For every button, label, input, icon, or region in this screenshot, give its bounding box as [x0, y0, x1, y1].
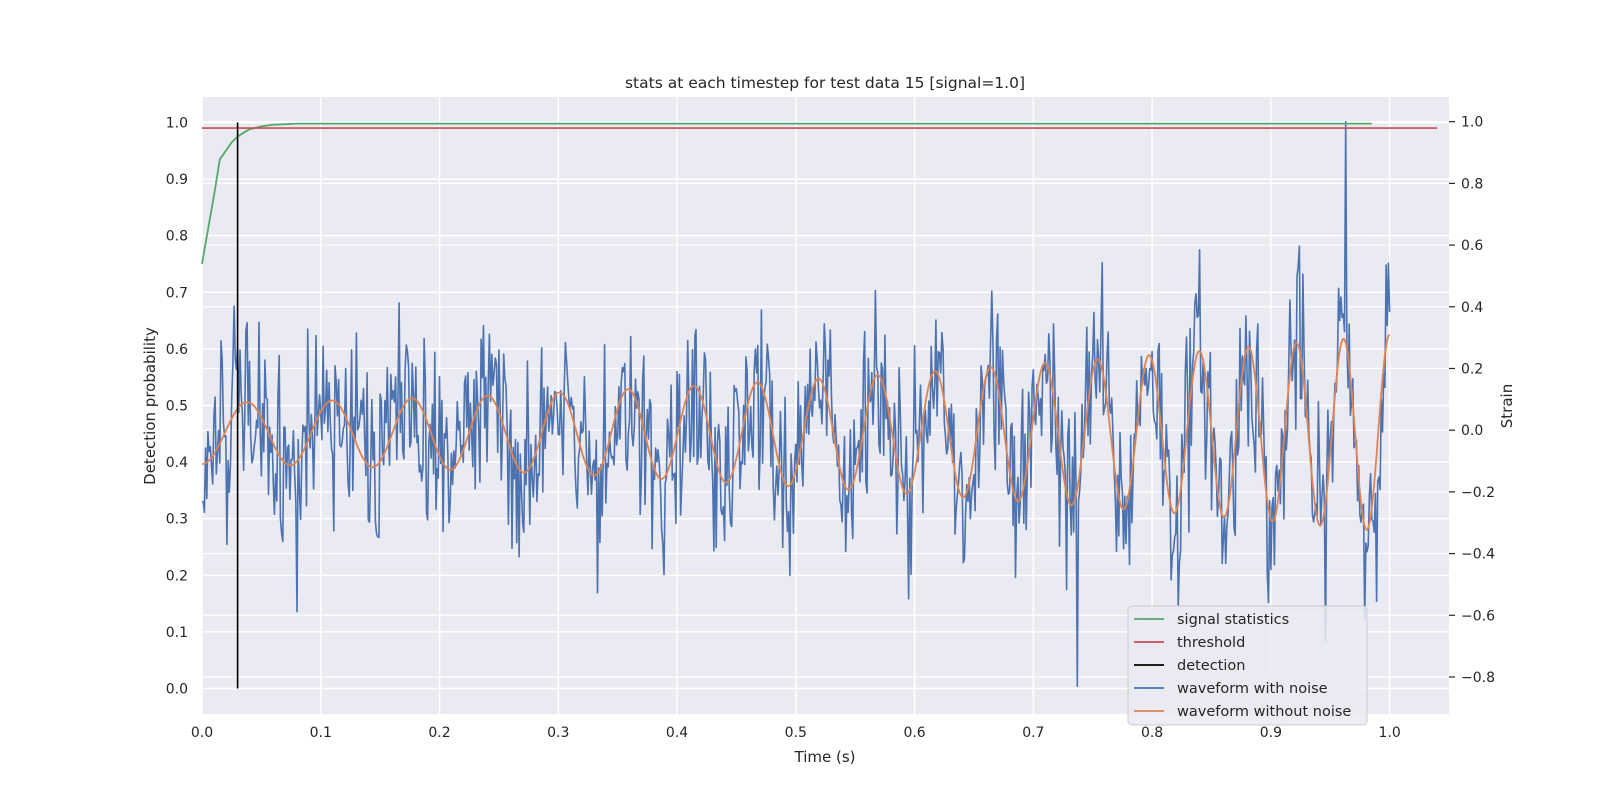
- legend-label: signal statistics: [1177, 612, 1289, 628]
- y-tick-label-left: 0.3: [166, 512, 188, 528]
- x-tick-label: 0.4: [666, 725, 688, 741]
- y-tick-label-right: −0.8: [1461, 670, 1495, 686]
- ticks: 0.0 0.1 0.2 0.3 0.4 0.5 0.6 0.7 0.8 0.9 1.0 0.0 0.1 0…: [166, 115, 1495, 741]
- y-tick-label-right: −0.6: [1461, 608, 1495, 624]
- y-tick-label-right: −0.4: [1461, 547, 1495, 563]
- legend-label: threshold: [1177, 635, 1245, 651]
- y-tick-label-left: 0.2: [166, 568, 188, 584]
- y-tick-label-left: 1.0: [166, 115, 188, 131]
- y-tick-label-left: 0.4: [166, 455, 188, 471]
- y-tick-label-left: 0.7: [166, 285, 188, 301]
- x-tick-label: 0.5: [785, 725, 807, 741]
- grid: [201, 97, 1449, 714]
- legend-label: waveform without noise: [1177, 704, 1351, 720]
- y-tick-label-left: 0.0: [166, 682, 188, 698]
- x-tick-label: 0.8: [1141, 725, 1163, 741]
- x-tick-label: 1.0: [1378, 725, 1400, 741]
- legend-label: detection: [1177, 658, 1245, 674]
- y-tick-label-left: 0.9: [166, 172, 188, 188]
- x-tick-label: 0.9: [1260, 725, 1282, 741]
- x-tick-label: 0.1: [310, 725, 332, 741]
- x-tick-label: 0.3: [547, 725, 569, 741]
- x-tick-label: 0.2: [428, 725, 450, 741]
- legend: signal statistics threshold detection wavef…: [1127, 605, 1368, 726]
- y-axis-label-left: Detection probability: [141, 327, 159, 485]
- y-tick-label-right: 0.6: [1461, 238, 1483, 254]
- series-waveform-with-noise: [201, 120, 1391, 687]
- y-tick-label-right: 0.0: [1461, 423, 1483, 439]
- y-tick-label-right: −0.2: [1461, 485, 1495, 501]
- y-tick-label-right: 0.4: [1461, 300, 1483, 316]
- x-tick-label: 0.6: [903, 725, 925, 741]
- y-tick-label-left: 0.1: [166, 625, 188, 641]
- y-tick-label-left: 0.8: [166, 229, 188, 245]
- y-tick-label-right: 0.8: [1461, 176, 1483, 192]
- series-layer: [201, 120, 1438, 689]
- y-tick-label-right: 1.0: [1461, 115, 1483, 131]
- y-tick-label-left: 0.6: [166, 342, 188, 358]
- series-signal-statistics: [201, 122, 1372, 265]
- x-tick-label: 0.0: [191, 725, 213, 741]
- x-axis-label: Time (s): [794, 748, 856, 766]
- series-waveform-without-noise: [201, 333, 1391, 532]
- legend-label: waveform with noise: [1177, 681, 1328, 697]
- chart-title: stats at each timestep for test data 15 …: [625, 74, 1025, 92]
- x-tick-label: 0.7: [1022, 725, 1044, 741]
- legend-frame: [1127, 605, 1368, 726]
- y-tick-label-right: 0.2: [1461, 361, 1483, 377]
- y-axis-label-right: Strain: [1498, 384, 1516, 428]
- y-tick-label-left: 0.5: [166, 399, 188, 415]
